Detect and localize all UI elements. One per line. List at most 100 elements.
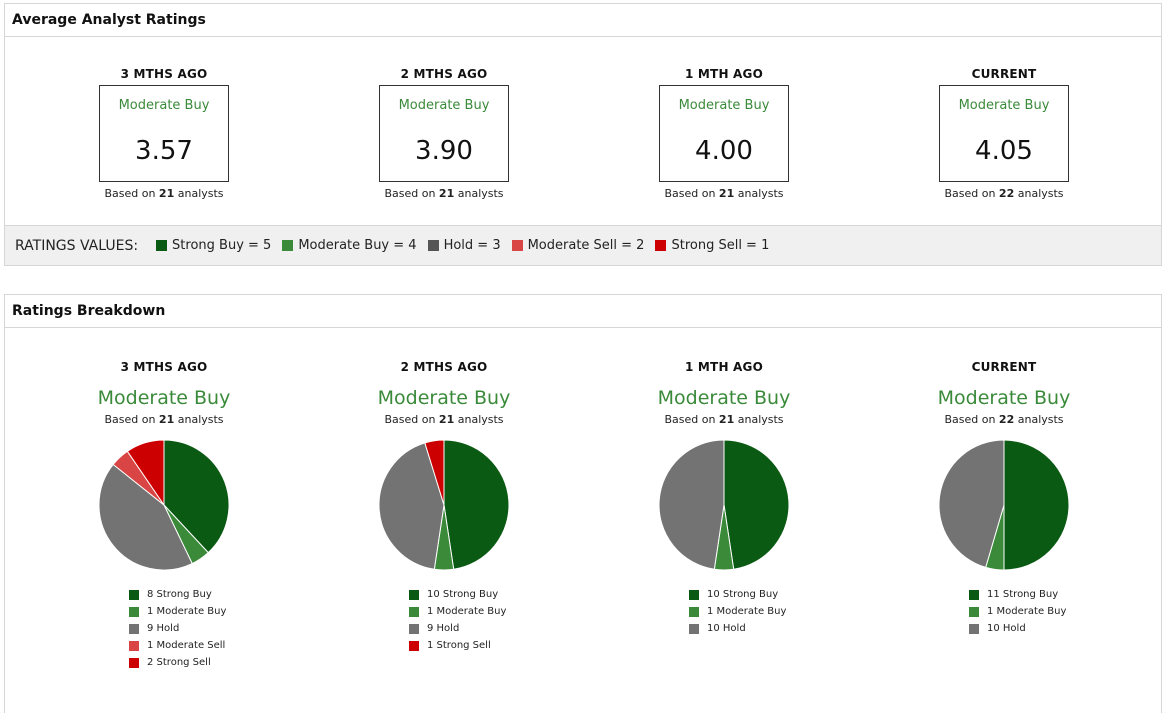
panel-title: Ratings Breakdown [5,295,1161,328]
pie-slice-hold[interactable] [938,439,1005,568]
legend-label: 1 Moderate Buy [427,606,507,617]
strong-buy-swatch [156,240,168,251]
legend-item-moderate-sell: 1 Moderate Sell [129,637,294,654]
legend-label: 2 Strong Sell [147,657,211,668]
based-on-analysts: Based on 21 analysts [664,187,784,200]
legend-swatch [689,606,699,617]
ratings-value-strong-buy: Strong Buy = 5 [156,238,271,253]
legend-item-hold: 10 Hold [969,620,1134,637]
legend-swatch [689,623,699,634]
period-label: 2 MTHS AGO [400,67,488,81]
pie-chart [98,439,230,571]
moderate-buy-swatch [282,240,294,251]
legend-swatch [969,606,979,617]
rating-column-2-mths-ago: 2 MTHS AGO Moderate Buy 3.90 Based on 21… [314,67,574,200]
legend-swatch [969,589,979,600]
pie-slice-hold[interactable] [378,442,445,570]
pie-slice-hold[interactable] [98,463,193,571]
pie-legend: 10 Strong Buy 1 Moderate Buy 10 Hold [594,586,854,637]
rating-box: Moderate Buy 3.57 [99,85,229,182]
legend-swatch [129,657,139,668]
legend-label: 10 Hold [987,623,1026,634]
legend-swatch [129,606,139,617]
pie-slice-strong-buy[interactable] [1003,439,1070,571]
legend-item-moderate-buy: 1 Moderate Buy [409,603,574,620]
ratings-values-legend: RATINGS VALUES: Strong Buy = 5 Moderate … [5,225,1161,265]
legend-swatch [129,623,139,634]
rating-score: 3.57 [135,136,193,166]
pie-slice-strong-buy[interactable] [723,439,790,570]
legend-label: 1 Moderate Sell [147,640,226,651]
panel-title: Average Analyst Ratings [5,4,1161,37]
based-on-analysts: Based on 21 analysts [664,413,784,426]
pie-slice-strong-buy[interactable] [443,439,510,570]
rating-box: Moderate Buy 3.90 [379,85,509,182]
breakdown-column-1-mth-ago: 1 MTH AGO Moderate Buy Based on 21 analy… [594,360,854,637]
legend-label: 10 Strong Buy [707,589,779,600]
based-on-analysts: Based on 21 analysts [104,413,224,426]
rating-score: 3.90 [415,136,473,166]
pie-chart [658,439,790,571]
rating-box: Moderate Buy 4.00 [659,85,789,182]
legend-item-hold: 9 Hold [409,620,574,637]
legend-label: 1 Strong Sell [427,640,491,651]
based-on-analysts: Based on 21 analysts [384,413,504,426]
based-on-analysts: Based on 22 analysts [944,187,1064,200]
ratings-value-moderate-buy: Moderate Buy = 4 [282,238,417,253]
rating-score: 4.00 [695,136,753,166]
period-label: 3 MTHS AGO [120,67,208,81]
pie-chart [938,439,1070,571]
pie-slice-strong-sell[interactable] [126,439,165,507]
breakdown-column-2-mths-ago: 2 MTHS AGO Moderate Buy Based on 21 anal… [314,360,574,654]
rating-column-current: CURRENT Moderate Buy 4.05 Based on 22 an… [874,67,1134,200]
legend-item-moderate-buy: 1 Moderate Buy [689,603,854,620]
rating-column-3-mths-ago: 3 MTHS AGO Moderate Buy 3.57 Based on 21… [34,67,294,200]
pie-legend: 10 Strong Buy 1 Moderate Buy 9 Hold 1 Stron… [314,586,574,654]
rating-column-1-mth-ago: 1 MTH AGO Moderate Buy 4.00 Based on 21 … [594,67,854,200]
based-on-analysts: Based on 21 analysts [104,187,224,200]
legend-swatch [969,623,979,634]
period-label: CURRENT [971,67,1037,81]
legend-item-moderate-buy: 1 Moderate Buy [129,603,294,620]
ratings-value-moderate-sell: Moderate Sell = 2 [511,238,644,253]
pie-slice-strong-buy[interactable] [163,439,230,554]
breakdown-rating: Moderate Buy [97,387,231,409]
legend-swatch [129,589,139,600]
rating-text: Moderate Buy [958,98,1050,113]
strong-sell-swatch [655,240,667,251]
breakdown-rating: Moderate Buy [657,387,791,409]
legend-label: 10 Strong Buy [427,589,499,600]
rating-text: Moderate Buy [678,98,770,113]
legend-swatch [409,640,419,651]
legend-label: 10 Hold [707,623,746,634]
period-label: 2 MTHS AGO [400,360,488,374]
legend-label: 1 Moderate Buy [147,606,227,617]
legend-item-strong-sell: 1 Strong Sell [409,637,574,654]
pie-slice-hold[interactable] [658,439,725,570]
legend-item-strong-buy: 10 Strong Buy [689,586,854,603]
breakdown-rating: Moderate Buy [937,387,1071,409]
moderate-sell-swatch [511,240,523,251]
period-label: 1 MTH AGO [684,67,763,81]
pie-chart [378,439,510,571]
ratings-breakdown-panel: Ratings Breakdown 3 MTHS AGO Moderate Bu… [4,294,1162,713]
breakdown-column-current: CURRENT Moderate Buy Based on 22 analyst… [874,360,1134,637]
ratings-value-hold: Hold = 3 [427,238,501,253]
hold-swatch [427,240,439,251]
period-label: 1 MTH AGO [684,360,763,374]
legend-item-strong-buy: 11 Strong Buy [969,586,1134,603]
legend-label: 1 Moderate Buy [987,606,1067,617]
legend-swatch [129,640,139,651]
period-label: 3 MTHS AGO [120,360,208,374]
rating-box: Moderate Buy 4.05 [939,85,1069,182]
ratings-value-strong-sell: Strong Sell = 1 [655,238,769,253]
legend-label: 1 Moderate Buy [707,606,787,617]
legend-label: 8 Strong Buy [147,589,212,600]
pie-legend: 8 Strong Buy 1 Moderate Buy 9 Hold 1 Modera… [34,586,294,671]
legend-item-moderate-buy: 1 Moderate Buy [969,603,1134,620]
ratings-values-title: RATINGS VALUES: [15,237,139,254]
rating-text: Moderate Buy [398,98,490,113]
pie-slice-strong-sell[interactable] [424,439,445,506]
breakdown-rating: Moderate Buy [377,387,511,409]
legend-item-hold: 10 Hold [689,620,854,637]
